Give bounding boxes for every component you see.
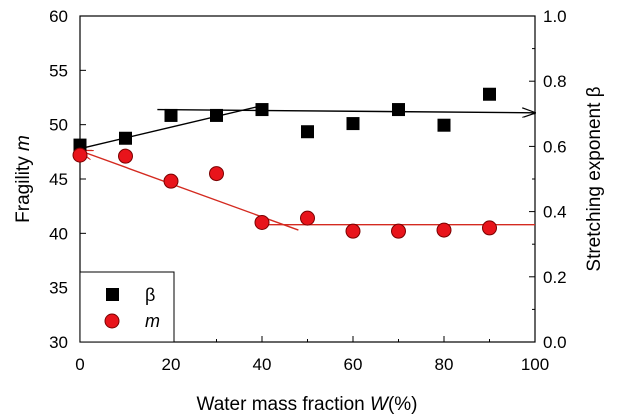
point-m (209, 166, 224, 182)
legend-label-beta: β (145, 285, 155, 305)
y-left-tick-label: 30 (49, 333, 68, 352)
trend-line-beta (79, 104, 263, 150)
point-m (163, 173, 179, 189)
point-m (436, 222, 452, 238)
y-left-tick-label: 40 (49, 224, 68, 243)
y-left-tick-label: 45 (49, 170, 68, 189)
x-tick-label: 60 (344, 355, 363, 374)
legend-marker-beta (106, 288, 119, 301)
y-right-axis-title: Stretching exponent β (584, 86, 605, 271)
y-left-axis-title-var: m (13, 135, 34, 151)
axis-ticks: 0 20 40 60 80 100 30 35 40 45 50 55 60 0.0 0.2 0.4 0.6 0.… (49, 7, 567, 374)
y-right-tick-label: 1.0 (543, 7, 567, 26)
point-beta (301, 125, 314, 139)
x-tick-label: 80 (435, 355, 454, 374)
point-m (72, 147, 88, 163)
x-axis-title: Water mass fraction W(%) (196, 394, 417, 415)
point-m (345, 223, 361, 239)
y-left-tick-label: 55 (49, 61, 68, 80)
y-right-tick-label: 0.8 (543, 72, 567, 91)
y-left-axis-title: Fragility m (13, 135, 34, 223)
legend: β m (79, 271, 175, 343)
point-m (391, 223, 406, 239)
x-axis-title-var: W (370, 394, 390, 415)
data-points (72, 87, 497, 239)
y-right-tick-label: 0.2 (543, 268, 567, 287)
point-beta (346, 117, 360, 131)
legend-marker-m (104, 313, 120, 329)
point-m (118, 148, 133, 164)
x-axis-title-text: Water mass fraction (196, 394, 370, 415)
point-m (254, 214, 270, 230)
y-left-tick-label: 35 (49, 279, 68, 298)
point-beta (392, 103, 405, 117)
y-left-tick-label: 50 (49, 116, 68, 135)
legend-label-m: m (145, 311, 160, 331)
legend-box (79, 271, 175, 343)
point-beta (164, 108, 178, 122)
y-left-tick-label: 60 (49, 7, 68, 26)
point-beta (119, 131, 132, 145)
x-tick-label: 20 (162, 355, 181, 374)
y-right-tick-label: 0.6 (543, 137, 567, 156)
point-beta (255, 103, 269, 117)
point-beta (210, 108, 223, 122)
x-tick-label: 40 (253, 355, 272, 374)
y-left-axis-title-text: Fragility (13, 151, 34, 223)
point-m (300, 210, 315, 226)
y-right-tick-label: 0.0 (543, 333, 567, 352)
point-beta (483, 87, 496, 101)
x-axis-title-unit: (%) (388, 394, 418, 415)
y-right-tick-label: 0.4 (543, 203, 567, 222)
point-beta (437, 118, 451, 132)
point-m (482, 220, 497, 236)
x-tick-label: 0 (75, 355, 84, 374)
x-tick-label: 100 (521, 355, 549, 374)
